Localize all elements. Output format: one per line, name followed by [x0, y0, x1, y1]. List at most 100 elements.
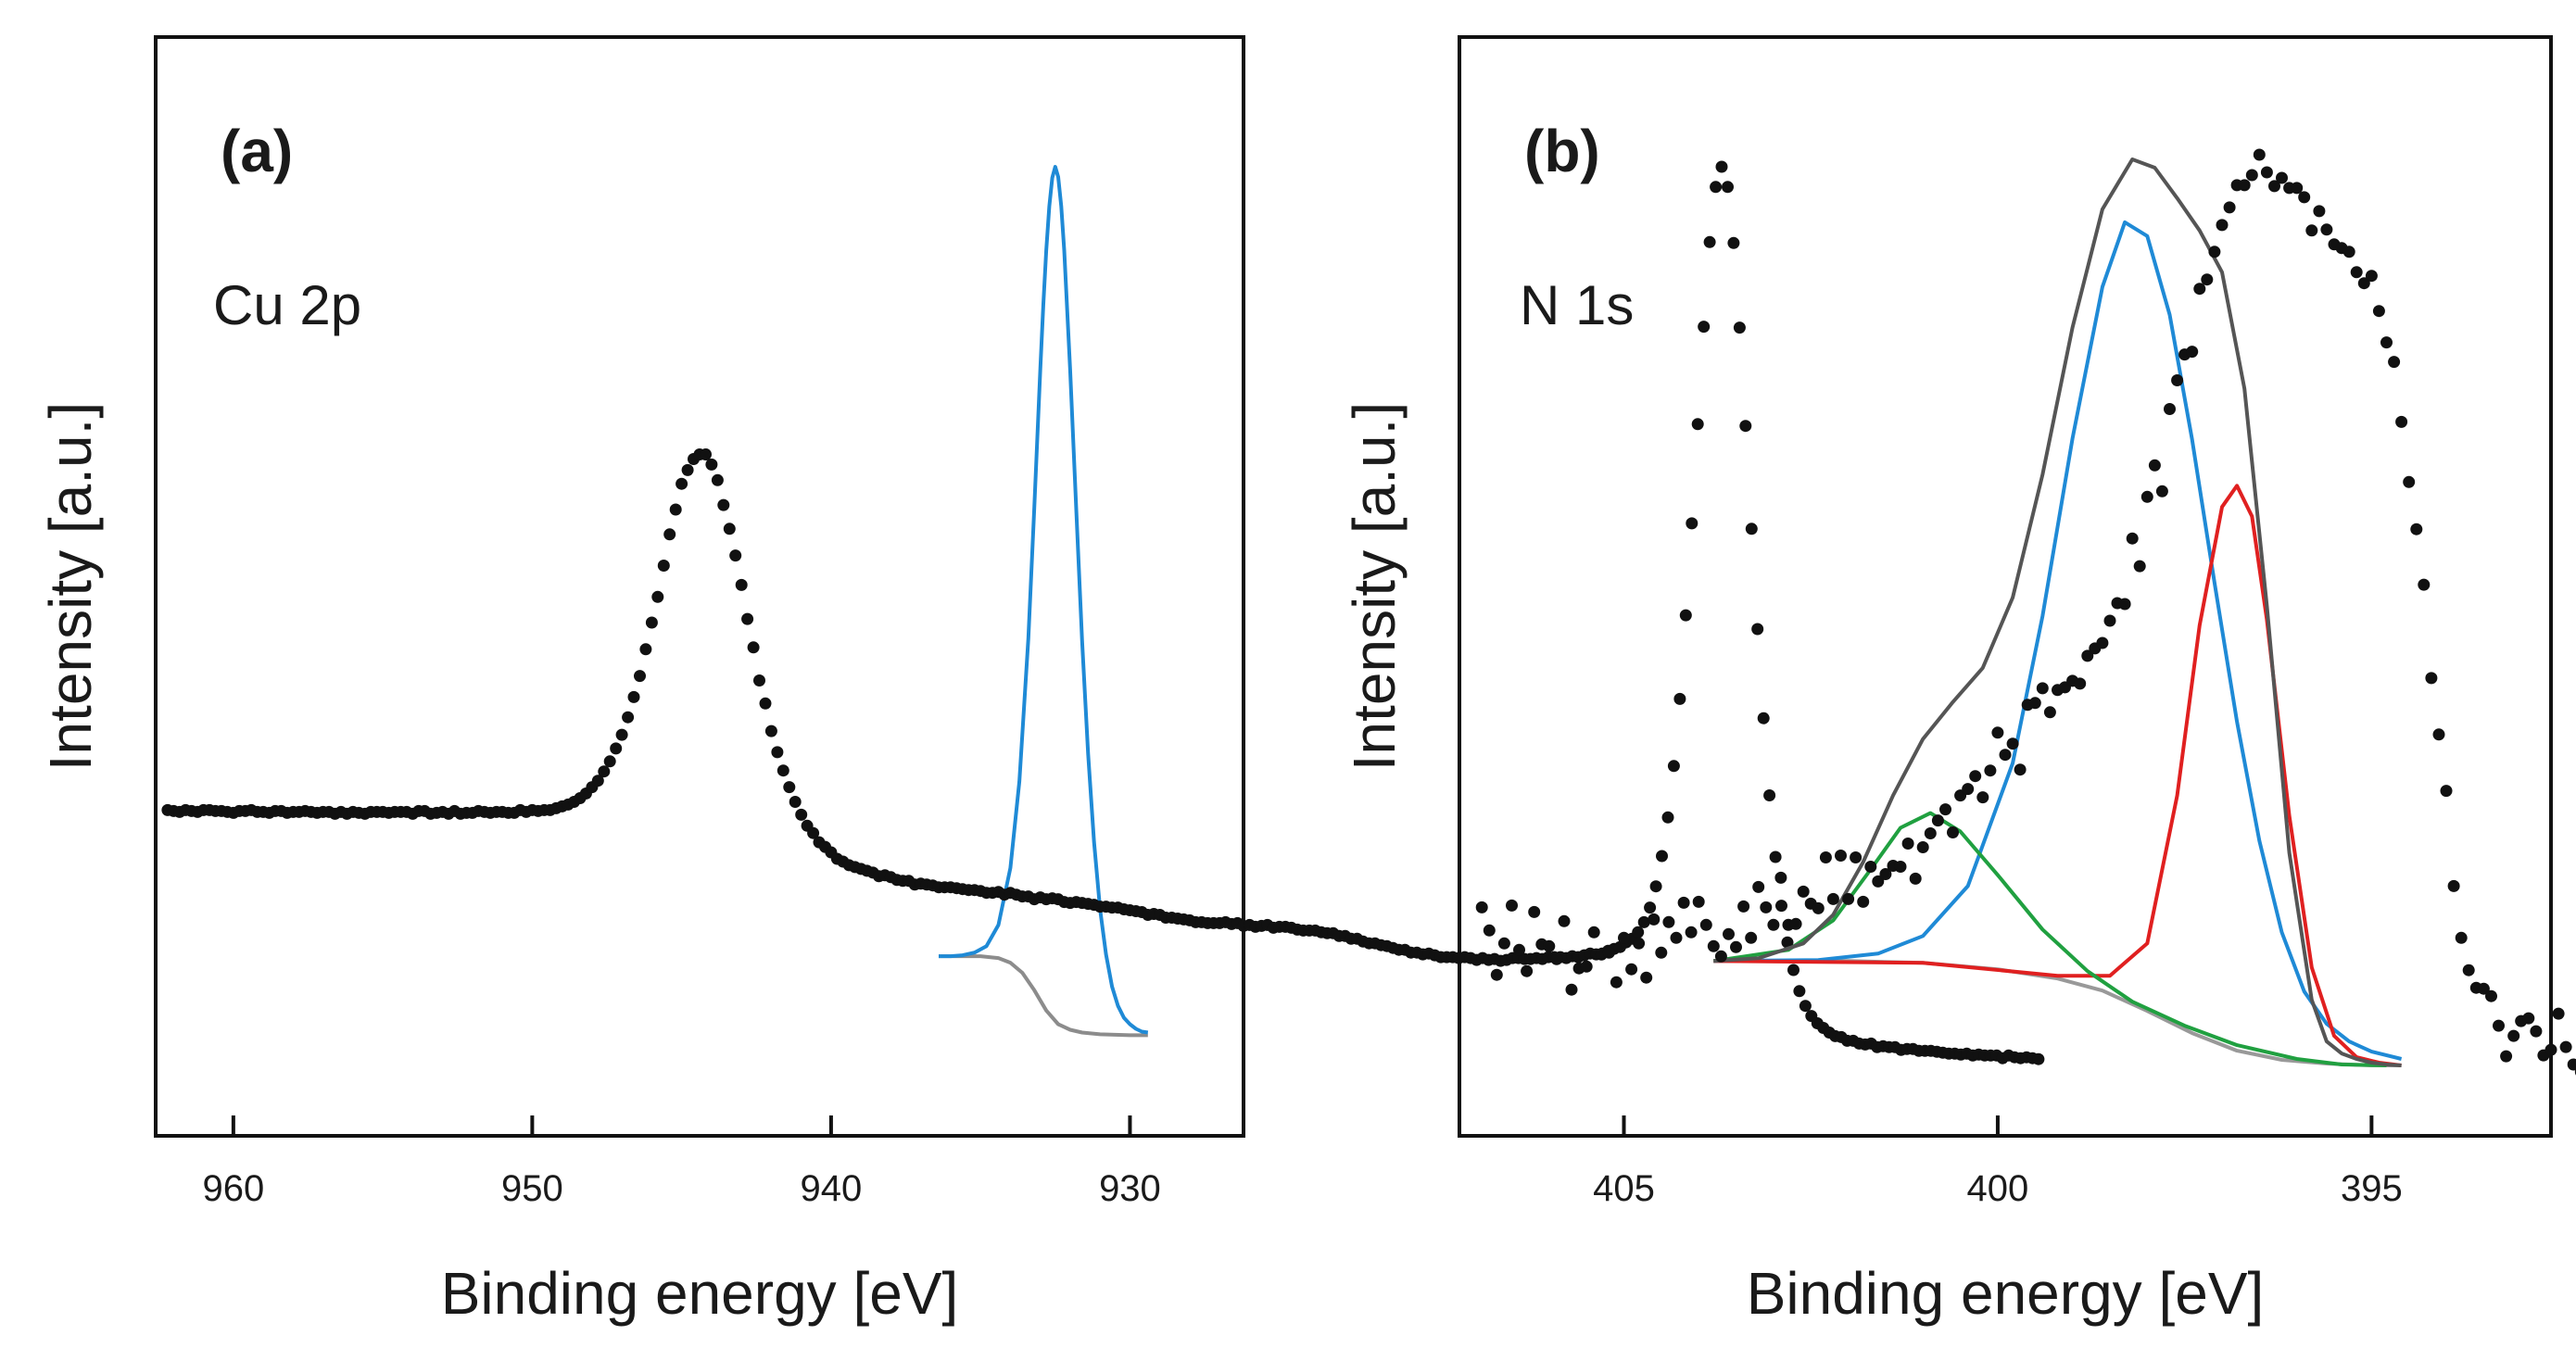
panel-b-data-point	[1521, 964, 1534, 977]
panel-a-data-point	[1739, 420, 1752, 433]
panel-b-data-point	[1962, 783, 1975, 796]
panel-b-xtick-label-395: 395	[2341, 1168, 2403, 1209]
panel-b-data-point	[1812, 901, 1825, 914]
panel-b-data-point	[2500, 1050, 2513, 1063]
panel-a-ylabel: Intensity [a.u.]	[37, 402, 104, 771]
panel-b-frame	[1458, 35, 2553, 1138]
panel-b-data-point	[1543, 939, 1556, 952]
panel-b-data-point	[1497, 937, 1510, 950]
panel-b-title: N 1s	[1520, 274, 1634, 336]
panel-a-data-point	[1679, 609, 1692, 622]
panel-b-data-point	[1648, 913, 1661, 926]
panel-a-data-point	[622, 711, 635, 724]
panel-a-data-point	[603, 755, 616, 768]
panel-b-data-point	[1835, 850, 1847, 862]
panel-b-data-point	[2342, 246, 2355, 258]
panel-a-data-point	[729, 549, 742, 562]
panel-a-data-point	[700, 448, 712, 460]
panel-b-peak-1-curve	[1713, 220, 2403, 1061]
panel-b-data-point	[1699, 918, 1712, 931]
panel-a-data-point	[789, 796, 802, 808]
panel-a-data-point	[627, 690, 640, 703]
panel-b-data-point	[2028, 697, 2041, 710]
panel-b-data-point	[2425, 672, 2438, 685]
panel-a-data-point	[705, 458, 718, 471]
panel-b: (b) N 1s Intensity [a.u.] Binding energy…	[1341, 35, 2576, 1327]
panel-a-data-point	[1644, 901, 1657, 914]
panel-a-label: (a)	[221, 118, 293, 184]
panel-b-data-point	[1850, 851, 1863, 863]
panel-a-curves	[939, 165, 1149, 1038]
panel-b-data-point	[2148, 459, 2161, 472]
panel-b-data-point	[1602, 946, 1615, 959]
panel-b-xtick-label-405: 405	[1593, 1168, 1655, 1209]
panel-a-data-point	[711, 473, 724, 486]
panel-b-data-point	[2313, 205, 2326, 218]
panel-b-data-point	[2268, 180, 2280, 193]
panel-b-data-point	[1894, 861, 1907, 873]
panel-a-x-ticks: 960 950 940 930	[202, 1115, 1161, 1209]
panel-b-data-point	[1901, 838, 1914, 850]
panel-b-data-point	[2372, 305, 2385, 318]
panel-b-data-point	[1872, 875, 1885, 888]
panel-b-data-point	[1991, 726, 2004, 739]
panel-b-data-point	[2477, 982, 2490, 995]
panel-a-xtick-label-940: 940	[801, 1168, 863, 1209]
panel-a-title: Cu 2p	[213, 274, 361, 336]
panel-a-data-point	[1775, 900, 1787, 913]
panel-b-data-point	[2238, 179, 2251, 192]
panel-b-data-point	[2126, 532, 2139, 545]
panel-a-data-point	[1637, 915, 1650, 928]
panel-a-xtick-label-930: 930	[1099, 1168, 1161, 1209]
panel-b-envelope-curve	[1713, 157, 2402, 1067]
panel-b-data-point	[1625, 963, 1638, 976]
panel-b-data-point	[1483, 924, 1496, 937]
panel-a-data-point	[1632, 926, 1645, 939]
panel-a-data-point	[669, 503, 682, 516]
panel-a-xtick-label-960: 960	[202, 1168, 264, 1209]
panel-a-data-point	[747, 641, 760, 654]
panel-a-data-point	[1757, 712, 1770, 724]
panel-a-data-point	[645, 616, 658, 629]
panel-b-data-point	[1745, 931, 1758, 944]
panel-b-data-point	[2388, 356, 2401, 369]
panel-b-data-point	[1947, 826, 1959, 838]
panel-b-data-point	[2164, 403, 2176, 415]
panel-b-data-point	[2440, 785, 2453, 798]
panel-a-data-point	[1673, 692, 1686, 705]
panel-b-data-point	[1490, 968, 1503, 981]
panel-a-data-point	[1698, 321, 1711, 334]
panel-b-data-point	[2350, 266, 2363, 279]
panel-a-data-point	[759, 697, 772, 710]
panel-a-data-point	[681, 463, 694, 476]
panel-b-data-point	[2155, 485, 2168, 498]
panel-a-data-point	[741, 612, 754, 625]
panel-b-data-point	[2276, 171, 2288, 184]
panel-b-data-point	[1506, 899, 1518, 912]
panel-a-data-point	[639, 643, 652, 656]
panel-b-data-point	[2403, 475, 2416, 488]
panel-b-data-point	[1819, 851, 1832, 863]
panel-b-data-point	[2418, 578, 2431, 591]
panel-b-data-point	[1939, 803, 1951, 816]
panel-b-data-point	[1618, 931, 1630, 944]
panel-b-data-point	[1916, 841, 1929, 853]
panel-b-data-point	[2432, 728, 2445, 741]
panel-b-data-point	[1909, 872, 1922, 885]
panel-b-data-point	[1789, 917, 1802, 930]
panel-b-data-point	[2380, 336, 2393, 349]
panel-b-data-point	[2043, 706, 2056, 719]
panel-a-data-point	[1710, 181, 1723, 194]
panel-a-data-point	[1781, 936, 1794, 949]
panel-b-data-point	[1565, 983, 1578, 996]
panel-b-data-point	[1475, 901, 1488, 913]
panel-b-data-point	[1752, 880, 1765, 893]
panel-b-data-point	[2133, 560, 2146, 573]
panel-b-data-point	[2006, 737, 2019, 750]
panel-b-data-point	[2118, 598, 2131, 611]
panel-b-data-point	[1774, 871, 1787, 884]
panel-b-data-point	[1723, 927, 1735, 940]
panel-a-data-points	[161, 160, 2045, 1065]
panel-b-data-point	[2493, 1019, 2505, 1032]
